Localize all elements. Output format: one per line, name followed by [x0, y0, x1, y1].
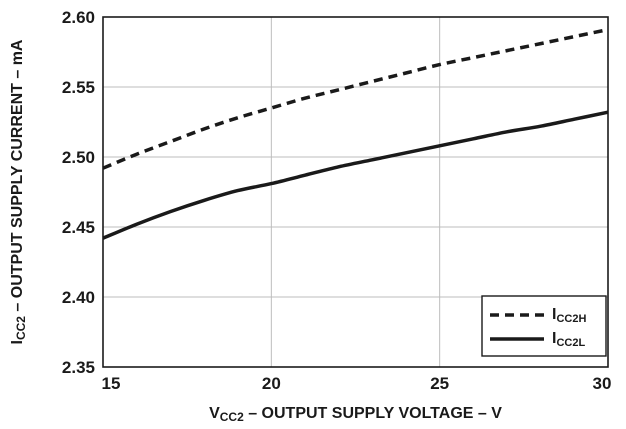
legend: ICC2H ICC2L	[481, 295, 607, 357]
x-axis-label: VCC2 – OUTPUT SUPPLY VOLTAGE – V	[209, 405, 502, 424]
y-axis-label-main: I	[9, 340, 26, 344]
y-tick-label: 2.45	[62, 218, 95, 237]
plot-frame	[102, 16, 609, 368]
y-axis-label-sub: CC2	[14, 316, 28, 340]
y-tick-label: 2.55	[62, 78, 95, 97]
grid-lines	[103, 17, 608, 367]
series-lines	[102, 27, 609, 240]
series-line-icc2h	[102, 27, 609, 170]
y-tick-label: 2.40	[62, 288, 95, 307]
y-tick-label: 2.50	[62, 148, 95, 167]
legend-label-iccc2h: ICC2H	[552, 306, 586, 325]
y-tick-label: 2.35	[62, 358, 95, 377]
legend-label-iccc2h-sub: CC2H	[556, 313, 586, 325]
x-axis-label-rest: – OUTPUT SUPPLY VOLTAGE – V	[244, 405, 502, 422]
legend-label-iccc2l-sub: CC2L	[556, 337, 585, 349]
tick-labels: 15 20 25 30 2.35 2.40 2.45 2.50 2.55 2.60	[62, 8, 612, 393]
y-axis-label-rest: – OUTPUT SUPPLY CURRENT – mA	[9, 39, 26, 316]
legend-label-iccc2h-main: I	[552, 306, 556, 323]
x-tick-label: 30	[593, 374, 612, 393]
series-line-icc2l	[102, 110, 609, 240]
legend-box	[481, 295, 607, 357]
y-tick-label: 2.60	[62, 8, 95, 27]
x-axis-label-sub: CC2	[220, 410, 244, 424]
y-axis-label: ICC2 – OUTPUT SUPPLY CURRENT – mA	[9, 39, 28, 344]
x-axis-label-main: V	[209, 405, 220, 422]
x-tick-label: 20	[262, 374, 281, 393]
legend-label-iccc2l-main: I	[552, 330, 556, 347]
x-tick-label: 15	[102, 374, 121, 393]
legend-label-iccc2l: ICC2L	[552, 330, 585, 349]
x-tick-label: 25	[430, 374, 449, 393]
